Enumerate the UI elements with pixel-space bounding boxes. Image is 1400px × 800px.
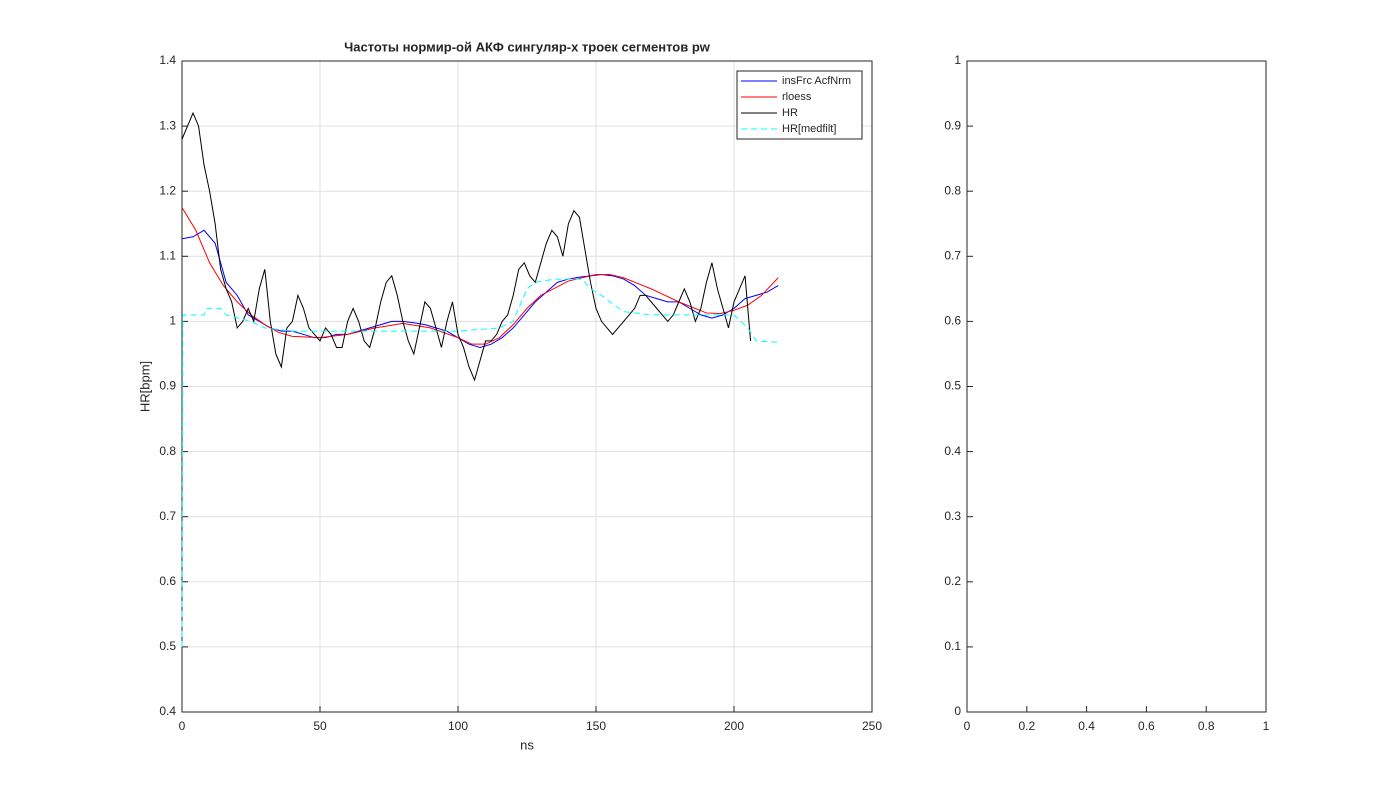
y-tick-label: 1	[954, 53, 961, 67]
y-tick-label: 1	[169, 314, 176, 328]
y-tick-label: 0.8	[159, 444, 176, 458]
x-tick-label: 1	[1263, 719, 1270, 733]
y-tick-label: 1.2	[159, 183, 176, 197]
y-tick-label: 0.4	[159, 704, 176, 718]
series-line	[181, 278, 779, 647]
y-tick-label: 0.6	[159, 574, 176, 588]
x-tick-label: 150	[586, 719, 606, 733]
legend-box	[736, 70, 863, 140]
x-tick-label: 0.2	[1018, 719, 1035, 733]
y-tick-label: 0.9	[944, 118, 961, 132]
series-line	[181, 207, 779, 345]
x-tick-label: 200	[724, 719, 744, 733]
axes-box	[966, 60, 1267, 713]
y-tick-label: 0.5	[944, 379, 961, 393]
y-tick-label: 0.4	[944, 444, 961, 458]
legend-label: insFrc AcfNrm	[782, 75, 851, 87]
legend-label: HR	[782, 107, 798, 119]
y-tick-label: 0.1	[944, 639, 961, 653]
x-tick-label: 0.6	[1138, 719, 1155, 733]
x-tick-label: 0	[179, 719, 186, 733]
y-tick-label: 0.2	[944, 574, 961, 588]
y-tick-label: 0.9	[159, 379, 176, 393]
chart-title: Частоты нормир-ой АКФ сингуляр-х троек с…	[344, 39, 711, 54]
y-tick-label: 0	[954, 704, 961, 718]
y-tick-label: 1.1	[159, 248, 176, 262]
y-tick-label: 0.8	[944, 183, 961, 197]
legend-label: HR[medfilt]	[782, 123, 836, 135]
y-axis-label: HR[bpm]	[137, 361, 152, 412]
axes-box	[181, 60, 873, 713]
series-line	[181, 111, 752, 382]
x-tick-label: 50	[313, 719, 327, 733]
y-tick-label: 1.4	[159, 53, 176, 67]
x-axis-label: ns	[520, 737, 534, 752]
legend-label: rloess	[782, 91, 812, 103]
x-tick-label: 250	[862, 719, 882, 733]
y-tick-label: 1.3	[159, 118, 176, 132]
y-tick-label: 0.6	[944, 314, 961, 328]
y-tick-label: 0.5	[159, 639, 176, 653]
y-tick-label: 0.7	[159, 509, 176, 523]
x-tick-label: 0	[964, 719, 971, 733]
y-tick-label: 0.7	[944, 248, 961, 262]
x-tick-label: 100	[448, 719, 468, 733]
x-tick-label: 0.4	[1078, 719, 1095, 733]
y-tick-label: 0.3	[944, 509, 961, 523]
x-tick-label: 0.8	[1198, 719, 1215, 733]
